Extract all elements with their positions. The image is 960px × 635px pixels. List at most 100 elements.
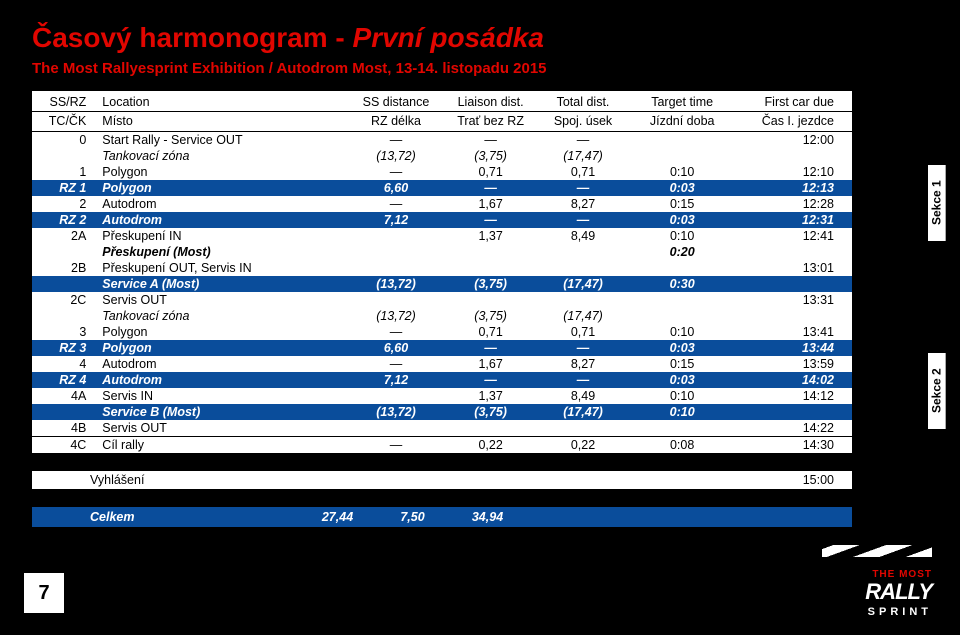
cell-tgt: 0:10 [628,228,736,244]
th-tc-ck: TC/ČK [32,112,96,132]
table-row: Tankovací zóna(13,72)(3,75)(17,47) [32,148,852,164]
cell-tot: 8,27 [538,356,628,372]
th-cas: Čas I. jezdce [736,112,852,132]
cell-loc: Autodrom [96,212,348,228]
cell-due: 12:41 [736,228,852,244]
cell-due: 13:31 [736,292,852,308]
cell-id [32,244,96,260]
cell-ss: 6,60 [349,340,444,356]
cell-id: 2 [32,196,96,212]
section-2-label: Sekce 2 [928,353,946,429]
cell-tot: 0,71 [538,164,628,180]
cell-ss: — [349,324,444,340]
cell-loc: Start Rally - Service OUT [96,132,348,149]
cell-tgt [628,308,736,324]
cell-loc: Polygon [96,324,348,340]
cell-loc: Tankovací zóna [96,148,348,164]
cell-tgt: 0:30 [628,276,736,292]
cell-due [736,404,852,420]
cell-id: 2A [32,228,96,244]
cell-li [443,244,538,260]
cell-tgt [628,148,736,164]
cell-loc: Autodrom [96,356,348,372]
table-row: 3Polygon—0,710,710:1013:41 [32,324,852,340]
table-row: 2BPřeskupení OUT, Servis IN13:01 [32,260,852,276]
cell-tgt: 0:08 [628,437,736,454]
table-row: Service A (Most)(13,72)(3,75)(17,47)0:30 [32,276,852,292]
cell-loc: Servis OUT [96,292,348,308]
cell-ss: (13,72) [349,308,444,324]
cell-due: 12:00 [736,132,852,149]
cell-due [736,276,852,292]
cell-loc: Servis IN [96,388,348,404]
table-row: 4AServis IN1,378,490:1014:12 [32,388,852,404]
cell-due: 12:10 [736,164,852,180]
cell-loc: Servis OUT [96,420,348,437]
cell-id: 4B [32,420,96,437]
cell-tot: (17,47) [538,404,628,420]
th-ss-dist: SS distance [349,91,444,112]
checkered-flag-icon [822,545,932,557]
table-row: 0Start Rally - Service OUT———12:00 [32,132,852,149]
cell-tot: 0,22 [538,437,628,454]
schedule-table-wrap: SS/RZ Location SS distance Liaison dist.… [32,91,928,453]
cell-li: 0,71 [443,324,538,340]
cell-li: — [443,132,538,149]
cell-id: 2B [32,260,96,276]
cell-due: 13:41 [736,324,852,340]
cell-tgt: 0:03 [628,212,736,228]
cell-due: 12:13 [736,180,852,196]
table-row: 1Polygon—0,710,710:1012:10 [32,164,852,180]
cell-due: 12:31 [736,212,852,228]
th-spoj: Spoj. úsek [538,112,628,132]
cell-due: 13:59 [736,356,852,372]
cell-tgt: 0:15 [628,196,736,212]
cell-tgt: 0:10 [628,324,736,340]
cell-id [32,148,96,164]
cell-ss: 6,60 [349,180,444,196]
cell-id: 1 [32,164,96,180]
cell-due: 14:02 [736,372,852,388]
table-row: 2CServis OUT 13:31 [32,292,852,308]
table-row: Přeskupení (Most)0:20 [32,244,852,260]
table-row: RZ 4Autodrom7,12——0:0314:02 [32,372,852,388]
logo-sprint: SPRINT [868,606,932,618]
cell-tot: 8,49 [538,388,628,404]
cell-li: — [443,372,538,388]
cell-id: 4 [32,356,96,372]
cell-due: 12:28 [736,196,852,212]
th-trat: Trať bez RZ [443,112,538,132]
table-row: 4Autodrom—1,678,270:1513:59 [32,356,852,372]
cell-tgt: 0:15 [628,356,736,372]
cell-li: 0,71 [443,164,538,180]
cell-tot: (17,47) [538,148,628,164]
cell-tgt: 0:10 [628,388,736,404]
cell-ss [349,244,444,260]
cell-id: RZ 4 [32,372,96,388]
cell-ss: — [349,356,444,372]
cell-tot: — [538,180,628,196]
announcement-time: 15:00 [803,473,846,487]
total-tot: 34,94 [450,510,525,524]
cell-ss: (13,72) [349,148,444,164]
announcement-label: Vyhlášení [90,473,803,487]
cell-due: 14:30 [736,437,852,454]
cell-loc: Autodrom [96,372,348,388]
cell-loc: Polygon [96,164,348,180]
cell-tot: (17,47) [538,308,628,324]
th-jizdni: Jízdní doba [628,112,736,132]
th-total: Total dist. [538,91,628,112]
cell-loc: Service B (Most) [96,404,348,420]
cell-id [32,404,96,420]
cell-id: 2C [32,292,96,308]
cell-loc: Přeskupení (Most) [96,244,348,260]
cell-id: 3 [32,324,96,340]
th-target: Target time [628,91,736,112]
table-row: RZ 3Polygon6,60——0:0313:44 [32,340,852,356]
cell-tgt [628,260,736,276]
cell-tot: — [538,340,628,356]
cell-tot: 8,49 [538,228,628,244]
cell-id: RZ 3 [32,340,96,356]
cell-tgt [628,132,736,149]
cell-li: 0,22 [443,437,538,454]
